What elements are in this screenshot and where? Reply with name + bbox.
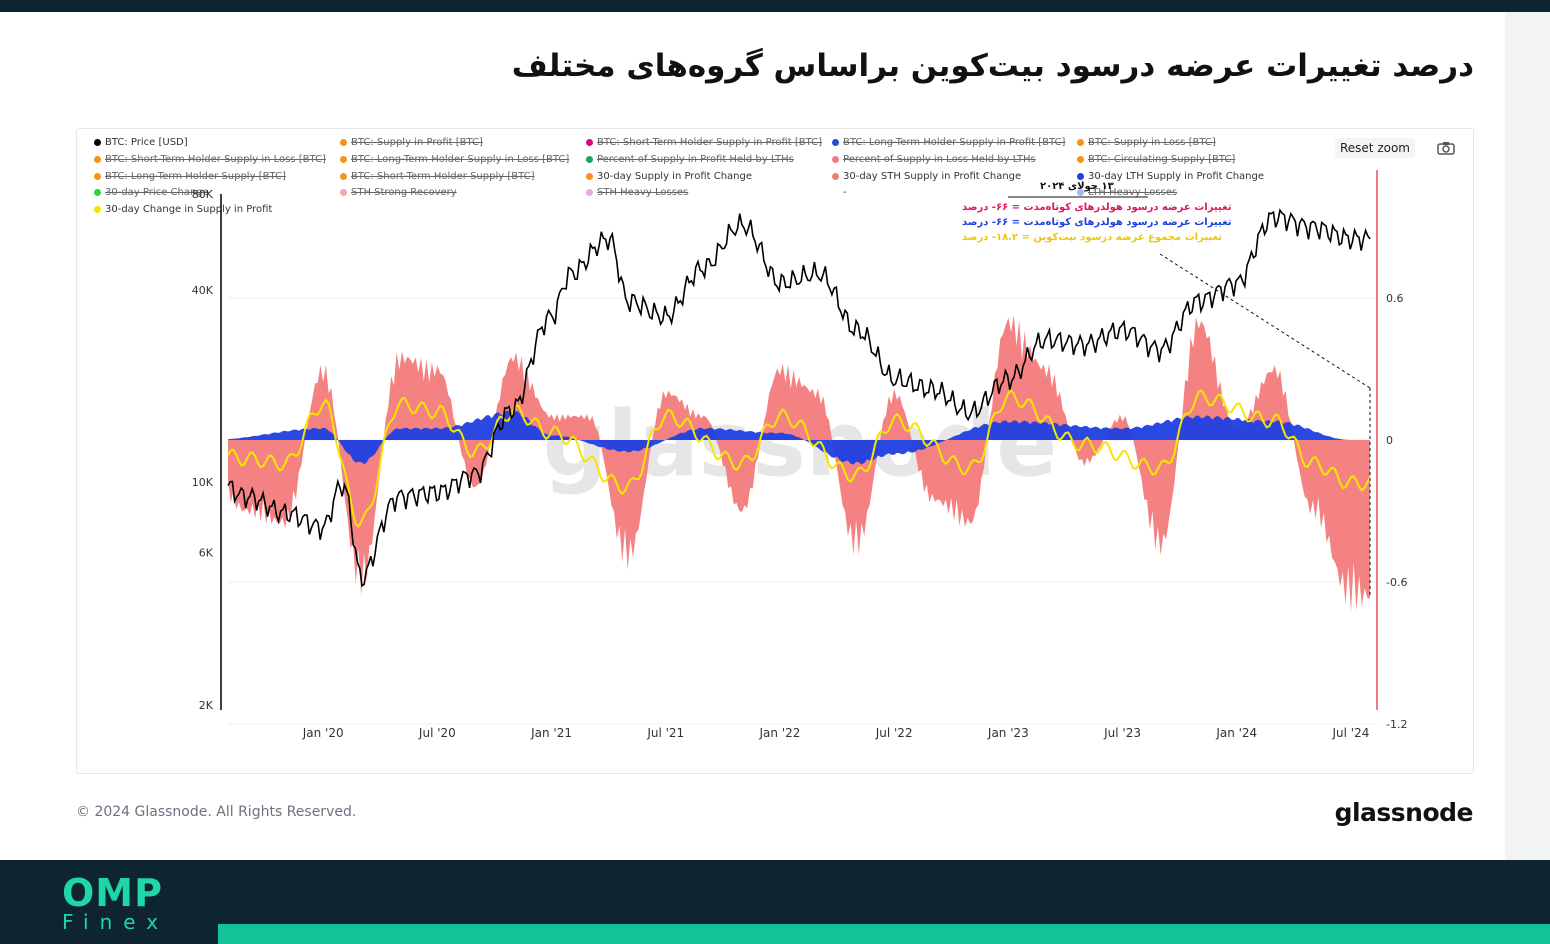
legend-label: 30-day LTH Supply in Profit Change xyxy=(1088,171,1265,182)
legend-swatch xyxy=(586,138,593,146)
legend-item[interactable]: BTC: Short-Term Holder Supply in Profit … xyxy=(586,137,822,148)
legend-label: BTC: Short-Term Holder Supply [BTC] xyxy=(351,171,535,182)
legend-item[interactable]: Percent of Supply in Loss Held by LTHs xyxy=(832,154,1036,165)
legend-item[interactable]: 30-day Change in Supply in Profit xyxy=(94,204,272,215)
legend-item[interactable]: STH Heavy Losses xyxy=(586,187,688,198)
legend-item[interactable]: BTC: Long-Term Holder Supply in Profit [… xyxy=(832,137,1065,148)
legend-item[interactable]: BTC: Short-Term Holder Supply [BTC] xyxy=(340,171,535,182)
legend-swatch xyxy=(94,138,101,146)
camera-icon[interactable] xyxy=(1436,140,1456,156)
legend-swatch xyxy=(1077,138,1084,146)
legend-item[interactable]: BTC: Long-Term Holder Supply in Loss [BT… xyxy=(340,154,569,165)
legend-label: BTC: Supply in Profit [BTC] xyxy=(351,137,483,148)
legend-label: 30-day Price Change xyxy=(105,187,209,198)
legend-label: BTC: Short-Term Holder Supply in Profit … xyxy=(597,137,823,148)
omp-logo: OMP xyxy=(62,871,163,915)
legend-label: LTH Heavy Losses xyxy=(1088,187,1178,198)
legend-item[interactable]: 30-day Supply in Profit Change xyxy=(586,171,752,182)
legend-item[interactable]: 30-day STH Supply in Profit Change xyxy=(832,171,1021,182)
legend-swatch xyxy=(94,188,101,196)
legend-item[interactable]: - xyxy=(832,187,847,198)
legend-swatch xyxy=(340,172,347,180)
legend-swatch xyxy=(832,188,839,196)
page-title: درصد تغییرات عرضه درسود بیت‌کوین براساس … xyxy=(511,48,1474,84)
footer-copyright: © 2024 Glassnode. All Rights Reserved. xyxy=(76,804,357,820)
legend-item[interactable]: BTC: Circulating Supply [BTC] xyxy=(1077,154,1235,165)
legend-swatch xyxy=(94,205,101,213)
legend-item[interactable]: LTH Heavy Losses xyxy=(1077,187,1177,198)
legend-swatch xyxy=(340,188,347,196)
legend-label: BTC: Long-Term Holder Supply in Loss [BT… xyxy=(351,154,570,165)
legend-label: BTC: Short-Term Holder Supply in Loss [B… xyxy=(105,154,326,165)
top-bar xyxy=(0,0,1550,12)
legend-item[interactable]: 30-day LTH Supply in Profit Change xyxy=(1077,171,1264,182)
legend-swatch xyxy=(586,188,593,196)
annotation-line-3: تغییرات مجموع عرضه درسود بیت‌کوین = ۱۸.۲… xyxy=(962,232,1222,243)
legend-label: BTC: Circulating Supply [BTC] xyxy=(1088,154,1236,165)
legend-item[interactable]: BTC: Price [USD] xyxy=(94,137,188,148)
legend-label: BTC: Long-Term Holder Supply [BTC] xyxy=(105,171,286,182)
legend-swatch xyxy=(586,155,593,163)
legend-item[interactable]: BTC: Supply in Profit [BTC] xyxy=(340,137,483,148)
legend-swatch xyxy=(94,172,101,180)
legend-swatch xyxy=(832,138,839,146)
legend-item[interactable]: BTC: Long-Term Holder Supply [BTC] xyxy=(94,171,286,182)
legend-item[interactable]: BTC: Short-Term Holder Supply in Loss [B… xyxy=(94,154,326,165)
legend-label: 30-day STH Supply in Profit Change xyxy=(843,171,1022,182)
legend-swatch xyxy=(1077,155,1084,163)
legend-label: STH Heavy Losses xyxy=(597,187,689,198)
legend-item[interactable]: Percent of Supply in Profit Held by LTHs xyxy=(586,154,794,165)
legend-swatch xyxy=(586,172,593,180)
legend-item[interactable]: 30-day Price Change xyxy=(94,187,209,198)
finex-logo: Finex xyxy=(62,910,170,934)
legend-item[interactable]: BTC: Supply in Loss [BTC] xyxy=(1077,137,1216,148)
legend-swatch xyxy=(832,172,839,180)
bottom-accent-bar xyxy=(218,924,1550,944)
legend-swatch xyxy=(1077,188,1084,196)
legend-label: BTC: Supply in Loss [BTC] xyxy=(1088,137,1216,148)
annotation-line-2: تغییرات عرضه درسود هولدرهای کوتاه‌مدت = … xyxy=(962,217,1232,228)
legend-label: 30-day Supply in Profit Change xyxy=(597,171,753,182)
legend-label: Percent of Supply in Loss Held by LTHs xyxy=(843,154,1036,165)
chart-container xyxy=(76,128,1474,774)
reset-zoom-button[interactable]: Reset zoom xyxy=(1335,138,1415,158)
legend-swatch xyxy=(340,155,347,163)
right-strip xyxy=(1505,12,1550,860)
legend-label: Percent of Supply in Profit Held by LTHs xyxy=(597,154,794,165)
annotation-date: ۱۳ جولای ۲۰۲۴ xyxy=(1040,181,1114,192)
annotation-line-1: تغییرات عرضه درسود هولدرهای کوتاه‌مدت = … xyxy=(962,202,1232,213)
legend-label: BTC: Long-Term Holder Supply in Profit [… xyxy=(843,137,1066,148)
legend-label: - xyxy=(843,187,847,198)
legend-swatch xyxy=(94,155,101,163)
footer-brand-logo: glassnode xyxy=(1334,798,1474,827)
legend-label: BTC: Price [USD] xyxy=(105,137,188,148)
legend-item[interactable]: STH Strong Recovery xyxy=(340,187,457,198)
legend-label: 30-day Change in Supply in Profit xyxy=(105,204,273,215)
legend-swatch xyxy=(1077,172,1084,180)
legend-label: STH Strong Recovery xyxy=(351,187,457,198)
legend-swatch xyxy=(340,138,347,146)
legend-swatch xyxy=(832,155,839,163)
